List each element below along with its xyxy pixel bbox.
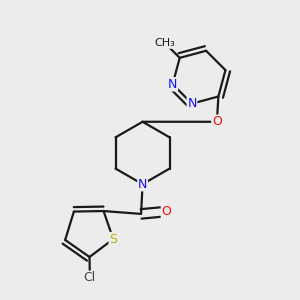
Text: CH₃: CH₃	[154, 38, 176, 48]
Text: N: N	[138, 178, 147, 191]
Text: Cl: Cl	[84, 271, 96, 284]
Text: S: S	[109, 232, 117, 246]
Text: O: O	[212, 115, 222, 128]
Text: O: O	[161, 205, 171, 218]
Text: N: N	[168, 78, 177, 91]
Text: N: N	[187, 97, 197, 110]
